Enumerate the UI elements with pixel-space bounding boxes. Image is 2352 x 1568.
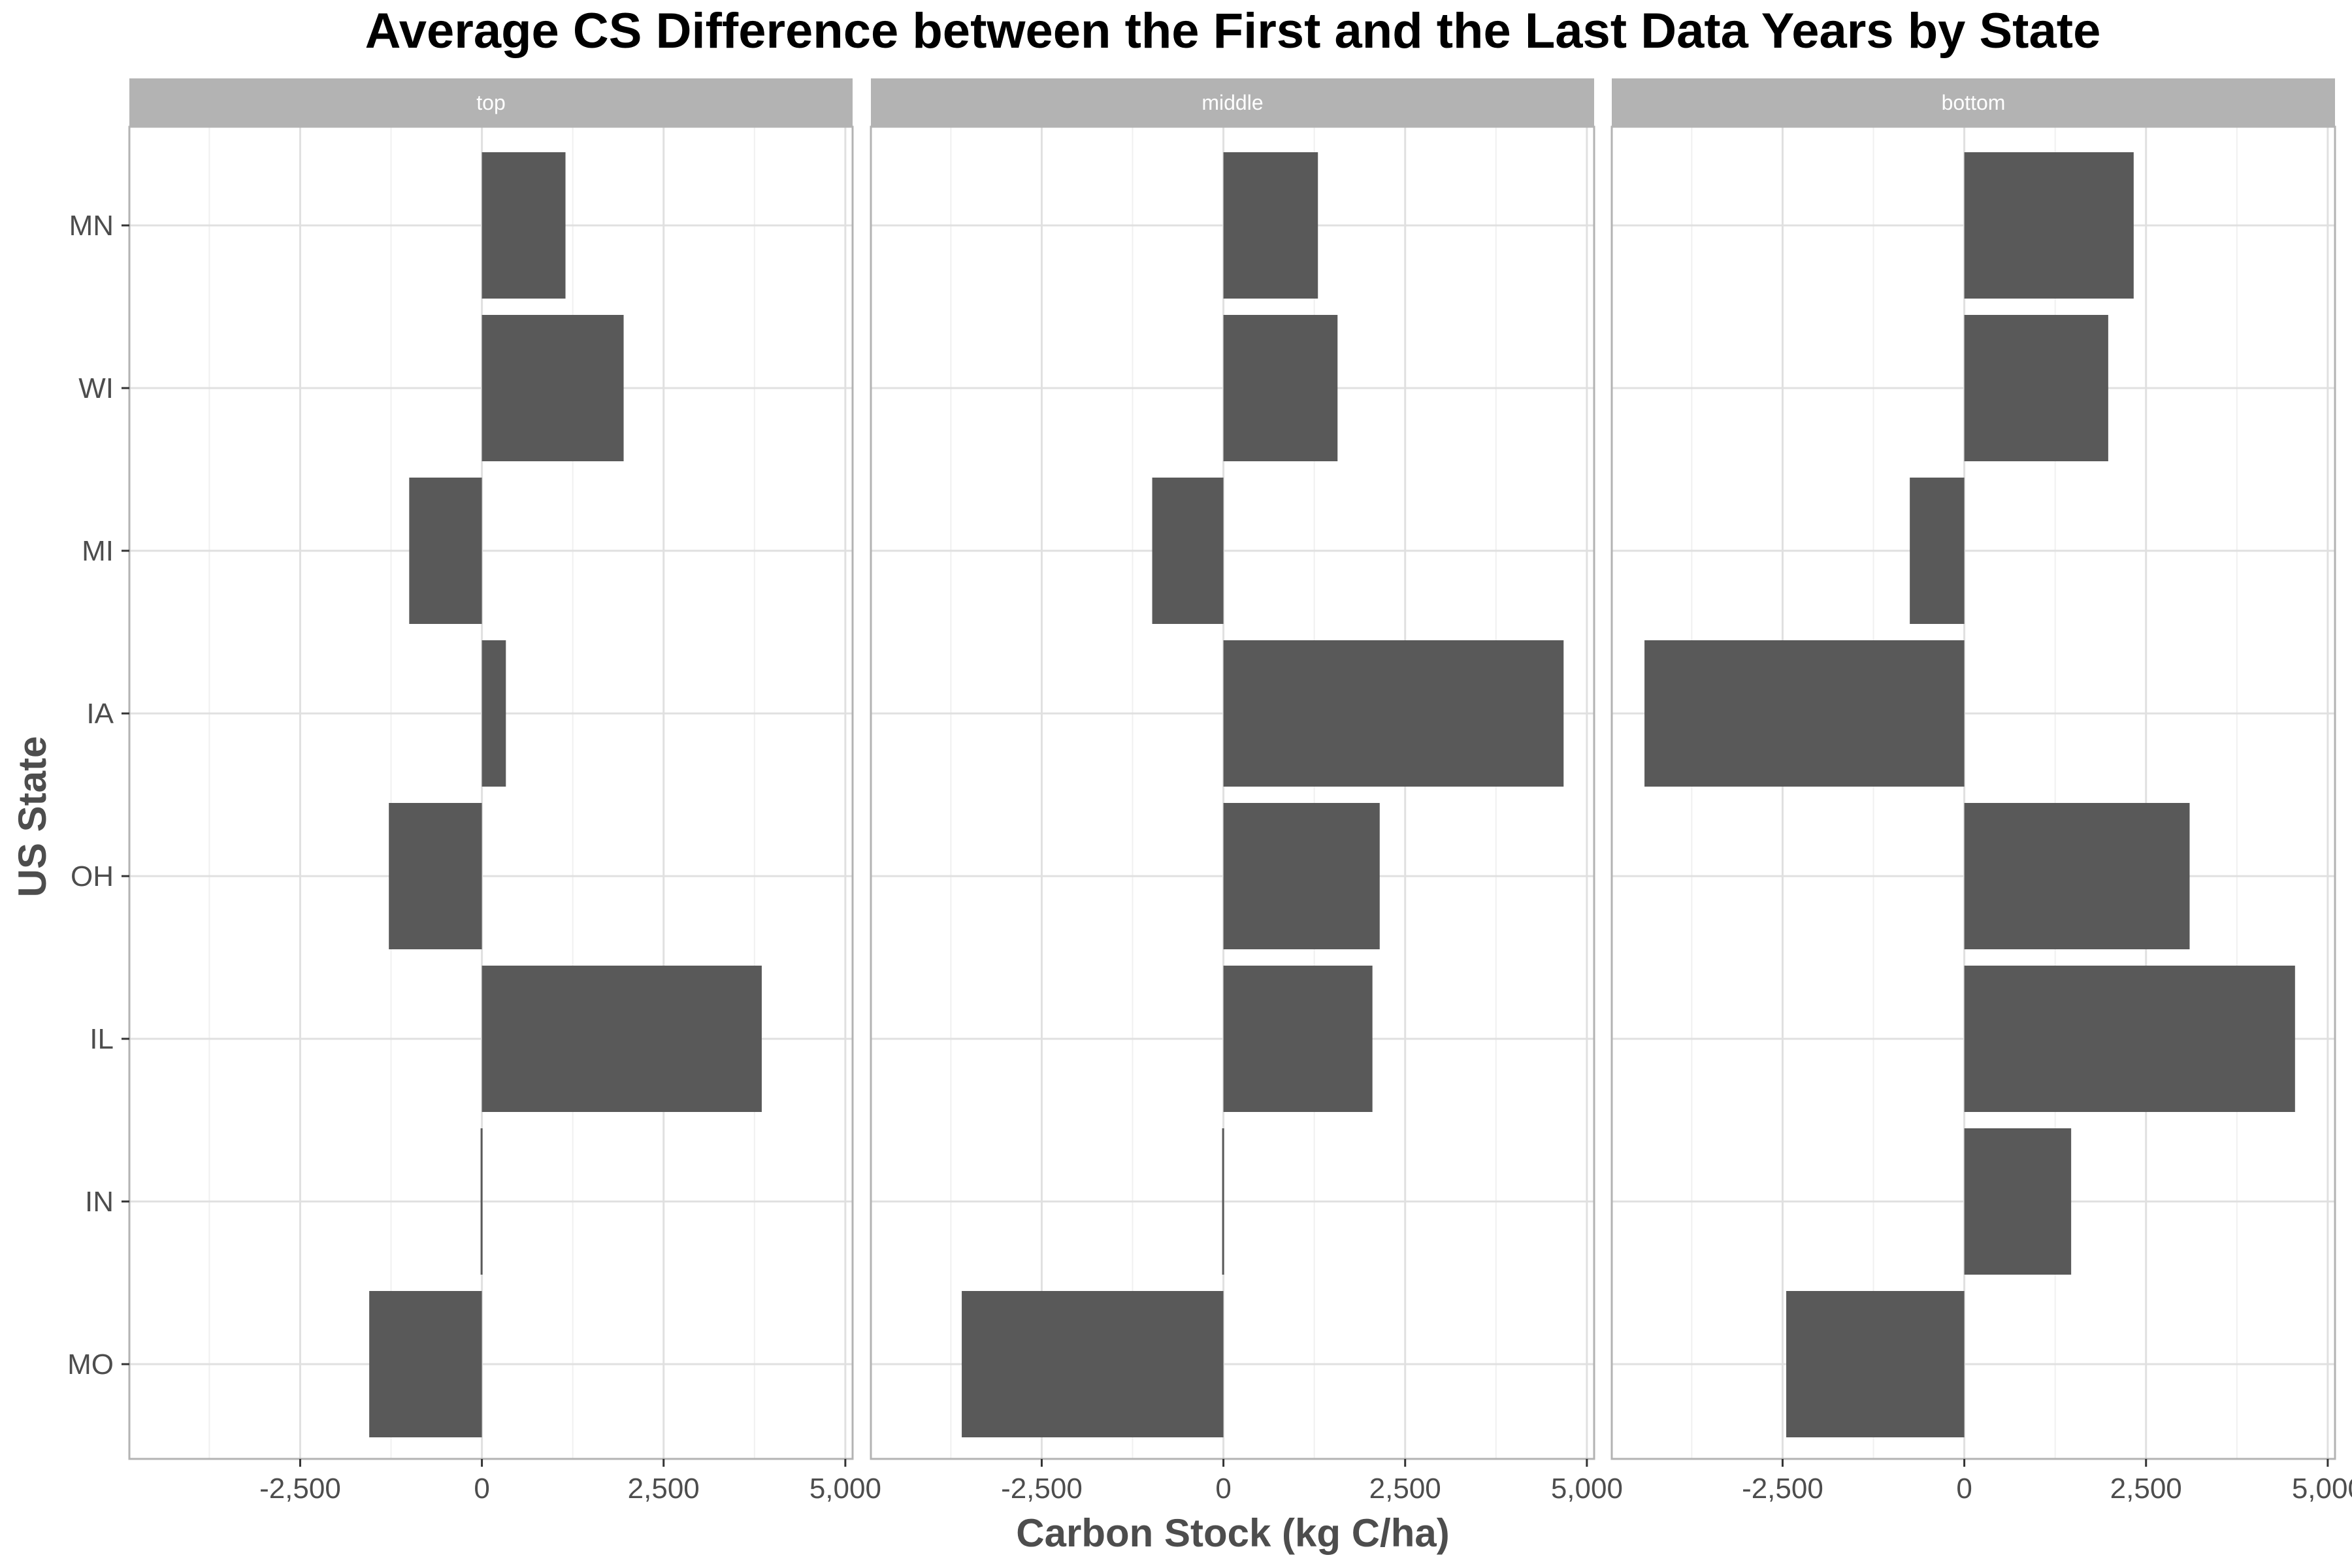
y-tick-label: OH (71, 860, 114, 892)
bar-top-il (482, 966, 762, 1112)
y-axis-title: US State (10, 736, 54, 898)
bar-top-in (480, 1128, 483, 1275)
facet-panels: top middle bottom (128, 78, 2336, 1460)
x-tick-label: 2,500 (628, 1473, 700, 1505)
y-tick-label: MI (82, 535, 114, 567)
facet-panel-top: top (128, 78, 854, 1460)
bar-middle-mi (1152, 478, 1224, 624)
panel-border (870, 125, 1595, 1460)
panel-border (128, 125, 854, 1460)
panel-border (1610, 125, 2336, 1460)
facet-panel-bottom: bottom (1610, 78, 2336, 1460)
bar-bottom-in (1964, 1128, 2072, 1275)
facet-strip-label: top (476, 91, 505, 114)
x-axes: -2,500 0 2,500 5,000 -2,500 0 2,500 5,000 -2,500… (259, 1459, 2352, 1505)
y-tick-label: MN (69, 210, 114, 242)
facet-strip (871, 78, 1594, 127)
bar-top-ia (482, 640, 506, 787)
bar-top-mo (369, 1291, 482, 1437)
bar-middle-il (1223, 966, 1373, 1112)
bar-bottom-oh (1964, 803, 2190, 949)
y-tick-label: IA (86, 698, 114, 730)
x-tick-label: -2,500 (1742, 1473, 1823, 1505)
bar-bottom-mn (1964, 152, 2134, 299)
x-tick-label: 0 (1956, 1473, 1972, 1505)
bar-top-mn (482, 152, 566, 299)
bar-middle-in (1222, 1128, 1224, 1275)
facet-strip (129, 78, 853, 127)
x-tick-label: 5,000 (809, 1473, 881, 1505)
bar-top-mi (409, 478, 482, 624)
bar-middle-mo (962, 1291, 1224, 1437)
chart-title: Average CS Difference between the First … (365, 3, 2101, 59)
x-tick-label: 2,500 (2110, 1473, 2182, 1505)
facet-panel-middle: middle (870, 78, 1595, 1460)
y-tick-label: WI (78, 372, 114, 404)
bar-middle-mn (1223, 152, 1318, 299)
y-tick-label: MO (67, 1348, 114, 1380)
x-axis-bottom: -2,500 0 2,500 5,000 (1742, 1459, 2352, 1505)
y-tick-label: IN (85, 1186, 114, 1218)
x-axis-title: Carbon Stock (kg C/ha) (1016, 1511, 1449, 1555)
bar-bottom-wi (1964, 315, 2108, 461)
x-tick-label: 5,000 (1551, 1473, 1623, 1505)
bar-middle-oh (1223, 803, 1380, 949)
bar-bottom-mo (1786, 1291, 1965, 1437)
bar-middle-ia (1223, 640, 1564, 787)
x-axis-top: -2,500 0 2,500 5,000 (259, 1459, 881, 1505)
facet-strip-label: middle (1201, 91, 1263, 114)
bar-bottom-il (1964, 966, 2295, 1112)
x-tick-label: -2,500 (259, 1473, 341, 1505)
bar-top-oh (389, 803, 482, 949)
facet-strip-label: bottom (1942, 91, 2006, 114)
x-axis-middle: -2,500 0 2,500 5,000 (1001, 1459, 1623, 1505)
x-tick-label: 0 (1215, 1473, 1231, 1505)
bar-bottom-ia (1644, 640, 1965, 787)
bar-middle-wi (1223, 315, 1338, 461)
x-tick-label: -2,500 (1001, 1473, 1083, 1505)
facet-strip (1612, 78, 2335, 127)
bar-bottom-mi (1910, 478, 1965, 624)
x-tick-label: 5,000 (2292, 1473, 2352, 1505)
bar-top-wi (482, 315, 624, 461)
x-tick-label: 2,500 (1369, 1473, 1441, 1505)
y-tick-label: IL (90, 1023, 114, 1055)
y-axis: MN WI MI IA OH IL IN MO (67, 210, 129, 1380)
x-tick-label: 0 (474, 1473, 489, 1505)
